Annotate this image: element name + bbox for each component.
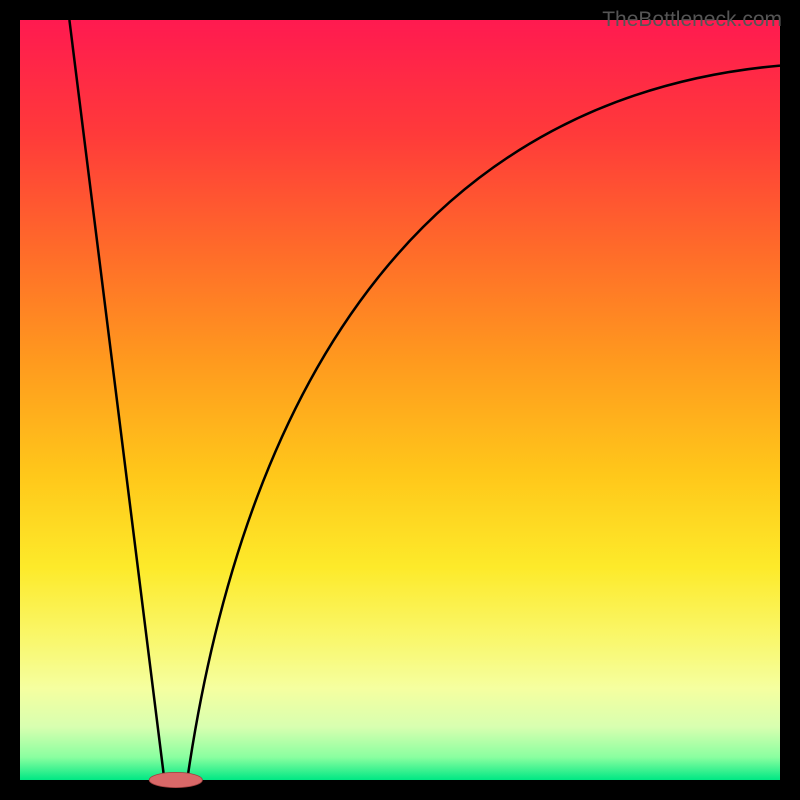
chart-container: TheBottleneck.com [0,0,800,800]
watermark-text: TheBottleneck.com [602,8,782,32]
minimum-marker [149,772,202,787]
plot-background [20,20,780,780]
chart-svg [0,0,800,800]
